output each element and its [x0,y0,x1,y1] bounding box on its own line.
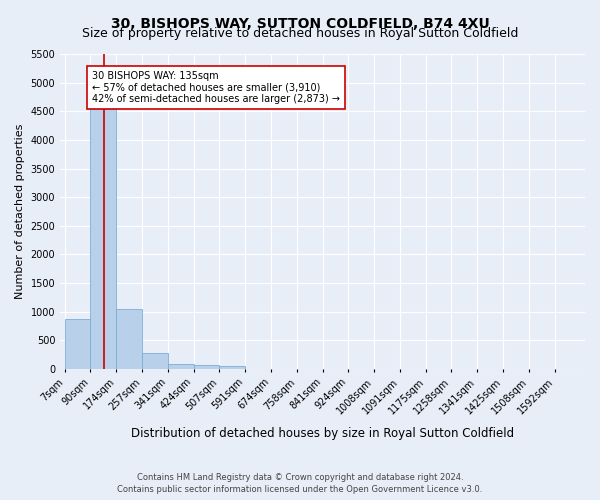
Text: 30 BISHOPS WAY: 135sqm
← 57% of detached houses are smaller (3,910)
42% of semi-: 30 BISHOPS WAY: 135sqm ← 57% of detached… [92,71,340,104]
Bar [65,319,91,369]
Y-axis label: Number of detached properties: Number of detached properties [15,124,25,299]
Text: 30, BISHOPS WAY, SUTTON COLDFIELD, B74 4XU: 30, BISHOPS WAY, SUTTON COLDFIELD, B74 4… [110,18,490,32]
Bar [220,366,245,369]
Bar [116,308,142,369]
Bar [168,364,194,369]
Bar [194,364,220,369]
Bar [142,354,168,369]
Text: Size of property relative to detached houses in Royal Sutton Coldfield: Size of property relative to detached ho… [82,28,518,40]
Bar [91,109,116,369]
X-axis label: Distribution of detached houses by size in Royal Sutton Coldfield: Distribution of detached houses by size … [131,427,514,440]
Text: Contains HM Land Registry data © Crown copyright and database right 2024.
Contai: Contains HM Land Registry data © Crown c… [118,472,482,494]
